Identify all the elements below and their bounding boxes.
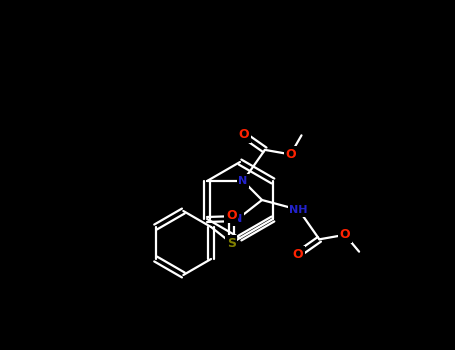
Text: O: O xyxy=(238,128,249,141)
Text: O: O xyxy=(339,228,350,241)
Text: N: N xyxy=(233,214,243,224)
Text: NH: NH xyxy=(289,205,308,215)
Text: S: S xyxy=(227,237,236,250)
Text: O: O xyxy=(226,209,237,222)
Text: O: O xyxy=(293,248,303,261)
Text: O: O xyxy=(285,148,296,161)
Text: N: N xyxy=(238,176,248,186)
